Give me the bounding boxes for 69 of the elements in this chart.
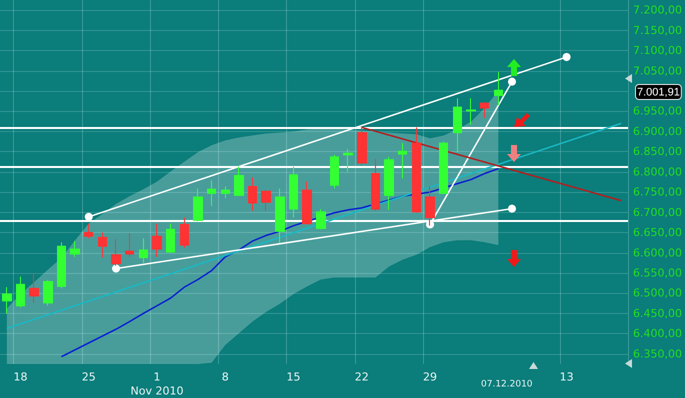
point: [562, 53, 571, 62]
y-tick-label: 6.650,00: [633, 226, 682, 240]
candlestick: [180, 217, 189, 248]
candlestick: [384, 156, 394, 210]
candlestick: [412, 126, 421, 214]
candlestick: [98, 232, 107, 258]
candlestick: [207, 180, 216, 206]
y-tick-label: 6.850,00: [633, 145, 682, 158]
line-series: [60, 168, 500, 358]
candlestick: [193, 188, 203, 222]
candlestick: [57, 242, 66, 289]
y-tick-label: 6.350,00: [633, 347, 682, 360]
text: 7.001,91: [637, 86, 680, 98]
x-tick-label: 8: [222, 370, 229, 384]
candlestick: [357, 126, 367, 166]
x-tick-label: 15: [286, 370, 301, 384]
point: [508, 204, 516, 213]
x-tick-label: 18: [13, 370, 28, 384]
candlestick: [425, 186, 435, 226]
y-tick-label: 6.400,00: [633, 327, 682, 340]
candlestick: [494, 71, 503, 106]
candlestick: [261, 190, 271, 212]
candlestick: [343, 148, 353, 172]
y-tick-label: 7.200,00: [633, 4, 682, 17]
x-tick-label: 29: [423, 370, 438, 384]
x-tick-label: 22: [354, 370, 369, 384]
y-tick-label: 6.500,00: [633, 286, 682, 300]
candlestick: [139, 238, 148, 264]
candlestick: [330, 154, 339, 189]
text: 07.12.2010: [481, 380, 533, 390]
candlestick: [16, 276, 25, 308]
candlestick: [466, 98, 476, 126]
y-tick-label: 6.700,00: [633, 206, 682, 219]
candlestick: [221, 186, 230, 199]
y-tick-label: 6.600,00: [633, 246, 682, 260]
candlestick: [125, 232, 134, 258]
candlestick: [316, 208, 326, 230]
y-tick-label: 6.750,00: [633, 186, 682, 199]
candlestick: [453, 98, 462, 153]
point: [508, 78, 516, 86]
candlestick: [152, 223, 162, 258]
candlestick: [398, 142, 407, 179]
candlestick: [480, 102, 489, 118]
candlestick: [29, 272, 39, 304]
candlestick: [302, 181, 312, 225]
candlestick: [2, 286, 12, 314]
candlestick: [248, 177, 257, 212]
candlestick: [70, 240, 80, 258]
y-tick-label: 6.900,00: [633, 124, 682, 138]
candlestick: [371, 158, 380, 212]
point: [84, 212, 93, 221]
y-tick-label: 6.450,00: [633, 306, 682, 320]
y-tick-label: 6.800,00: [633, 165, 682, 178]
y-tick-label: 7.050,00: [633, 64, 682, 78]
y-tick-label: 7.100,00: [633, 44, 682, 58]
candlestick: [166, 223, 175, 254]
candlestick: [275, 188, 285, 244]
y-tick-label: 6.550,00: [633, 266, 682, 280]
x-tick-label: 13: [560, 370, 574, 384]
y-tick-label: 6.950,00: [633, 104, 682, 118]
candlestick: [234, 166, 244, 197]
y-tick-label: 7.150,00: [633, 24, 682, 37]
x-tick-label: 1 Nov 2010: [130, 370, 184, 398]
x-tick-label: 25: [82, 370, 96, 384]
candlestick: [289, 166, 298, 218]
point: [112, 264, 120, 273]
candlestick: [439, 141, 448, 195]
candlestick: [43, 280, 53, 306]
candlestick: [84, 223, 93, 239]
